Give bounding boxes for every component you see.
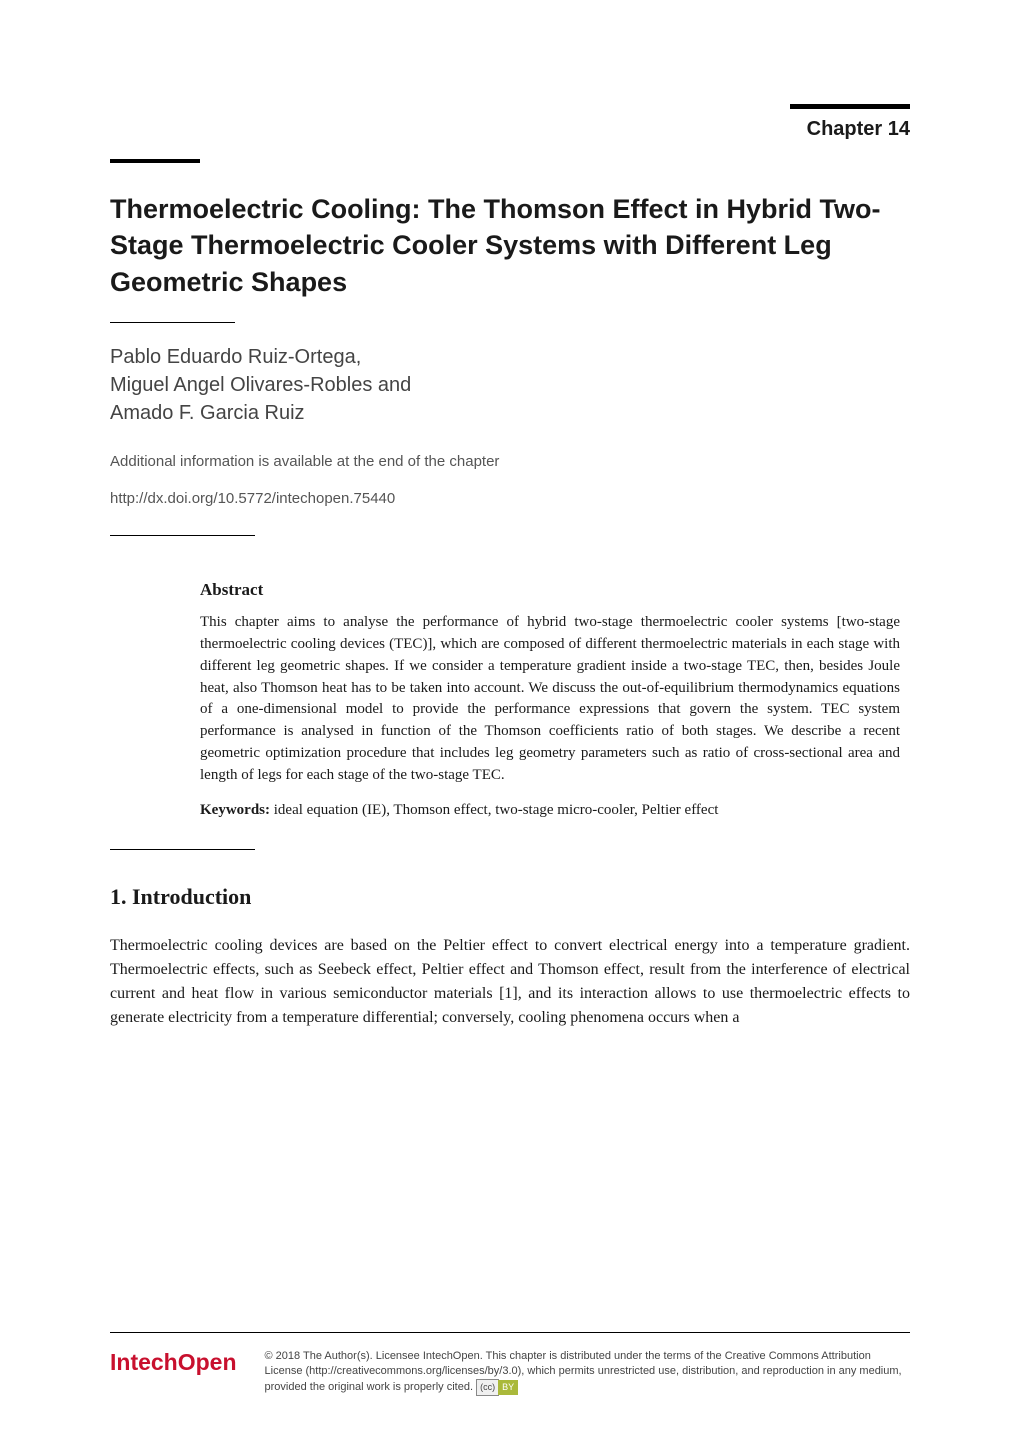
keywords-text: ideal equation (IE), Thomson effect, two… <box>270 802 718 818</box>
abstract-section: Abstract This chapter aims to analyse th… <box>110 580 910 821</box>
author-3: Amado F. Garcia Ruiz <box>110 399 910 427</box>
authors-block: Pablo Eduardo Ruiz-Ortega, Miguel Angel … <box>110 343 910 427</box>
copyright-body: © 2018 The Author(s). Licensee IntechOpe… <box>265 1350 902 1394</box>
title-rule <box>110 159 200 163</box>
chapter-top-rule <box>790 104 910 109</box>
abstract-body: This chapter aims to analyse the perform… <box>200 612 900 786</box>
section-1-body: Thermoelectric cooling devices are based… <box>110 934 910 1030</box>
keywords-label: Keywords: <box>200 802 270 818</box>
keywords-line: Keywords: ideal equation (IE), Thomson e… <box>200 800 900 821</box>
author-1: Pablo Eduardo Ruiz-Ortega, <box>110 343 910 371</box>
intro-rule <box>110 849 255 850</box>
chapter-title: Thermoelectric Cooling: The Thomson Effe… <box>110 191 910 300</box>
publisher-logo: IntechOpen <box>110 1349 237 1376</box>
doi-link[interactable]: http://dx.doi.org/10.5772/intechopen.754… <box>110 490 910 507</box>
author-rule <box>110 322 235 323</box>
chapter-header: Chapter 14 <box>110 100 910 141</box>
author-2: Miguel Angel Olivares-Robles and <box>110 371 910 399</box>
section-1-heading: 1. Introduction <box>110 884 910 910</box>
copyright-text: © 2018 The Author(s). Licensee IntechOpe… <box>265 1349 910 1396</box>
footer-row: IntechOpen © 2018 The Author(s). License… <box>110 1349 910 1396</box>
abstract-rule <box>110 535 255 536</box>
cc-icon: (cc) <box>476 1379 499 1396</box>
abstract-heading: Abstract <box>200 580 900 600</box>
footer-rule <box>110 1332 910 1333</box>
page-footer: IntechOpen © 2018 The Author(s). License… <box>110 1332 910 1396</box>
additional-info: Additional information is available at t… <box>110 453 910 470</box>
chapter-label: Chapter 14 <box>807 118 910 140</box>
cc-by-icon: BY <box>498 1380 518 1395</box>
